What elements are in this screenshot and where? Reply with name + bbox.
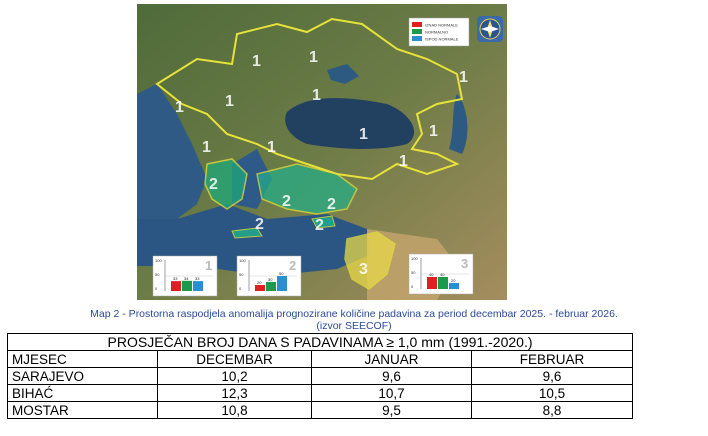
- inset-bar-label: 20: [257, 280, 262, 285]
- column-header: MJESEC: [7, 350, 158, 368]
- inset-number: 2: [289, 258, 296, 273]
- value-cell: 10,2: [157, 367, 312, 385]
- inset-bar: [171, 281, 181, 291]
- inset-bar: [255, 285, 265, 291]
- region-2-greece: [204, 158, 248, 210]
- map-caption: Map 2 - Prostorna raspodjela anomalija p…: [90, 308, 618, 320]
- inset-number: 1: [205, 258, 212, 273]
- city-cell: BIHAĆ: [7, 384, 158, 402]
- inset-axis-tick: 100: [155, 258, 162, 263]
- value-cell: 10,8: [157, 401, 312, 419]
- region-2-crete: [231, 227, 263, 239]
- region-label: 1: [312, 87, 321, 104]
- city-cell: MOSTAR: [7, 401, 158, 419]
- region-label: 1: [399, 153, 408, 170]
- inset-axis-tick: 100: [411, 256, 418, 261]
- region-labels: 1 1 1 1 1 1 1 1 1 1 1 2 2 2 2 2 3: [175, 49, 468, 278]
- azov-sea: [327, 64, 359, 84]
- region-label: 2: [255, 216, 264, 233]
- inset-bar-label: 20: [451, 278, 456, 283]
- legend-label: ISPOD NORMALE: [425, 37, 459, 42]
- region-label: 1: [359, 126, 368, 143]
- inset-bar-label: 34: [184, 276, 189, 281]
- inset-axis-tick: 0: [411, 284, 414, 289]
- inset-bar: [277, 276, 287, 291]
- region-label: 1: [225, 93, 234, 110]
- map-source: (izvor SEECOF): [316, 320, 392, 332]
- inset-bar: [449, 283, 459, 289]
- forecast-map: 1 1 1 1 1 1 1 1 1 1 1 2 2 2 2 2 3 IZNAD …: [137, 4, 507, 300]
- value-cell: 12,3: [157, 384, 312, 402]
- column-header: FEBRUAR: [470, 350, 634, 368]
- legend-swatch: [412, 36, 422, 41]
- value-cell: 9,6: [311, 367, 472, 385]
- value-cell: 10,5: [470, 384, 634, 402]
- region-3-levant: [344, 231, 396, 290]
- value-cell: 8,8: [470, 401, 634, 419]
- inset-axis-tick: 0: [155, 286, 158, 291]
- inset-axis-tick: 100: [239, 258, 246, 263]
- column-header: DECEMBAR: [157, 350, 312, 368]
- inset-bar: [193, 281, 203, 291]
- inset-chart: 1 100 50 0 33 34 33: [152, 255, 218, 297]
- inset-bar-label: 33: [173, 276, 178, 281]
- region-1-outline: [155, 17, 464, 181]
- legend-swatch: [412, 29, 422, 34]
- region-label: 2: [315, 217, 324, 234]
- legend-label: IZNAD NORMALE: [425, 23, 458, 28]
- table-row: MOSTAR 10,8 9,5 8,8: [7, 401, 634, 419]
- value-cell: 10,7: [311, 384, 472, 402]
- inset-axis-tick: 50: [239, 272, 244, 277]
- inset-axis-tick: 50: [155, 272, 160, 277]
- region-label: 1: [267, 139, 276, 156]
- adriatic-sea: [137, 84, 207, 219]
- table-title-row: PROSJEČAN BROJ DANA S PADAVINAMA ≥ 1,0 m…: [6, 333, 634, 351]
- table-header-row: MJESEC DECEMBAR JANUAR FEBRUAR: [7, 350, 634, 368]
- region-label: 3: [359, 261, 368, 278]
- region-label: 1: [429, 123, 438, 140]
- inset-chart: 3 100 50 0 40 40 20: [408, 253, 474, 295]
- column-header: JANUAR: [311, 350, 472, 368]
- inset-axis-tick: 0: [239, 286, 242, 291]
- inset-bar: [182, 280, 192, 291]
- legend-label: NORMALNO: [425, 30, 448, 35]
- inset-bar-label: 33: [195, 276, 200, 281]
- value-cell: 9,6: [470, 367, 634, 385]
- table-row: SARAJEVO 10,2 9,6 9,6: [7, 367, 634, 385]
- inset-bar-label: 40: [440, 272, 445, 277]
- inset-bar: [427, 277, 437, 289]
- inset-bar-label: 40: [429, 272, 434, 277]
- city-cell: SARAJEVO: [7, 367, 158, 385]
- region-label: 1: [252, 53, 261, 70]
- inset-bar-label: 30: [268, 277, 273, 282]
- region-2-cyprus: [311, 215, 336, 229]
- compass-icon: [477, 16, 503, 42]
- region-label: 1: [175, 99, 184, 116]
- inset-bar-label: 50: [279, 271, 284, 276]
- table-title: PROSJEČAN BROJ DANA S PADAVINAMA ≥ 1,0 m…: [6, 333, 634, 351]
- inset-number: 3: [461, 256, 468, 271]
- region-label: 1: [309, 49, 318, 66]
- region-label: 1: [202, 139, 211, 156]
- region-label: 2: [327, 196, 336, 213]
- region-label: 2: [282, 193, 291, 210]
- map-legend: IZNAD NORMALE NORMALNO ISPOD NORMALE: [408, 17, 470, 47]
- precipitation-days-table: PROSJEČAN BROJ DANA S PADAVINAMA ≥ 1,0 m…: [6, 333, 634, 419]
- region-label: 1: [459, 69, 468, 86]
- inset-bar: [266, 282, 276, 291]
- caspian-sea: [449, 94, 468, 154]
- inset-chart: 2 100 50 0 20 30 50: [236, 255, 302, 297]
- region-2-turkey: [256, 163, 358, 215]
- table-row: BIHAĆ 12,3 10,7 10,5: [7, 384, 634, 402]
- inset-bar: [438, 277, 448, 289]
- value-cell: 9,5: [311, 401, 472, 419]
- inset-charts: 1 100 50 0 33 34 33 2 100 50 0 20 30 50 3 100 50 0 40 40 20: [152, 253, 474, 297]
- black-sea: [285, 98, 415, 149]
- inset-axis-tick: 50: [411, 270, 416, 275]
- region-label: 2: [209, 176, 218, 193]
- legend-swatch: [412, 22, 422, 27]
